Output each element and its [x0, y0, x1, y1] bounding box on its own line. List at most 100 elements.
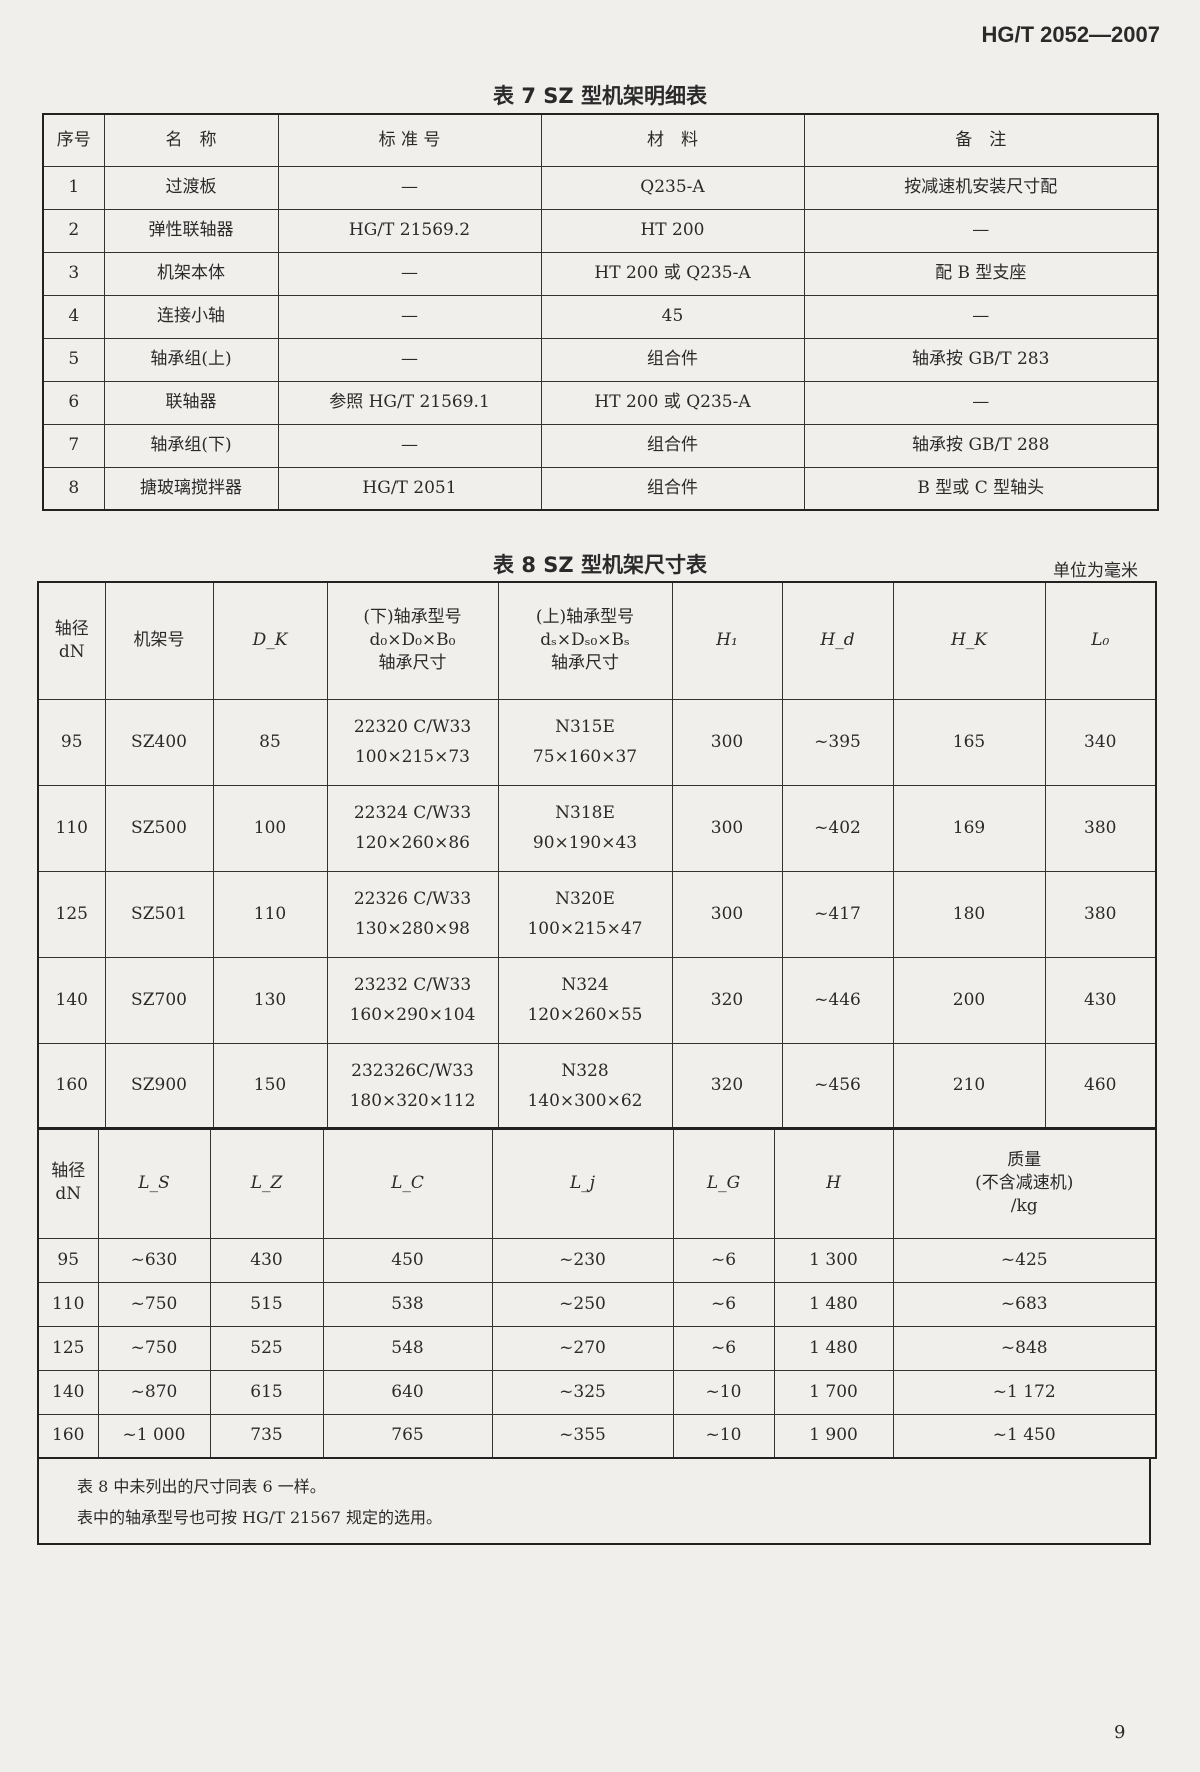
cell-text: L_C [391, 1172, 424, 1193]
table-cell: 连接小轴 [103, 294, 279, 339]
cell-text: 160 [55, 1075, 88, 1096]
table-row: 4 连接小轴 —45— [42, 294, 1159, 339]
table-cell: 3 [42, 251, 105, 296]
table-cell: 165 [892, 698, 1046, 786]
column-header: H₁ [671, 581, 783, 700]
table-row: 95 ~630 430 450 ~230 ~6 1 300 ~425 [37, 1237, 1157, 1283]
table-cell: 轴承组(上) [103, 337, 279, 382]
table-row: 160 SZ900 150 232326C/W33 180×320×112 N328 140… [37, 1042, 1157, 1130]
table-cell: HG/T 21569.2 [277, 208, 542, 253]
column-header: 质量 (不含减速机)/kg [892, 1127, 1157, 1239]
table-cell: ~750 [97, 1325, 211, 1371]
table-cell: ~1 450 [892, 1413, 1157, 1459]
table-row: 125 ~750 525 548 ~270 ~6 1 480 ~848 [37, 1325, 1157, 1371]
cell-text: SZ700 [131, 989, 187, 1010]
table-cell: 7 [42, 423, 105, 468]
table-cell: 95 [37, 1237, 99, 1283]
cell-text: H_K [950, 630, 988, 651]
cell-text: L_Z [250, 1172, 283, 1193]
cell-text: 300 [710, 817, 744, 838]
column-header: H_K [892, 581, 1046, 700]
table-cell: 765 [322, 1413, 493, 1459]
table-cell: 2 [42, 208, 105, 253]
table-cell: ~446 [781, 956, 894, 1044]
cell-text: H₁ [716, 630, 738, 651]
column-header: 序号 [42, 113, 105, 167]
cell-text: L_G [706, 1172, 741, 1193]
cell-text: N324 [561, 975, 609, 995]
cell-text: 110 [55, 817, 88, 838]
cell-text: 120×260×55 [527, 1005, 643, 1025]
table-cell: SZ900 [104, 1042, 214, 1130]
cell-text: 轴承尺寸 [378, 653, 447, 674]
cell-text: dN [55, 1184, 82, 1205]
cell-text: N315E [555, 717, 615, 737]
table-cell: — [277, 294, 542, 339]
table-cell: 1 700 [773, 1369, 894, 1415]
unit-label: 单位为毫米 [1053, 561, 1138, 581]
table-row: 140 ~870 615 640 ~325 ~10 1 700 ~1 172 [37, 1369, 1157, 1415]
cell-text: 95 [60, 731, 83, 752]
cell-text: 210 [952, 1075, 986, 1096]
table-cell: ~355 [491, 1413, 674, 1459]
cell-text: 340 [1084, 731, 1117, 752]
table8-notes: 表 8 中未列出的尺寸同表 6 一样。 表中的轴承型号也可按 HG/T 2156… [37, 1459, 1151, 1545]
column-header: L_S [97, 1127, 211, 1239]
table-cell: 110 [212, 870, 328, 958]
table-cell: 300 [671, 698, 783, 786]
table-cell: 200 [892, 956, 1046, 1044]
column-header: (上)轴承型号 dₛ×Dₛ₀×Bₛ 轴承尺寸 [497, 581, 673, 700]
table-cell: 160 [37, 1042, 106, 1130]
column-header: 轴径 dN [37, 1127, 99, 1239]
cell-text: 90×190×43 [532, 833, 638, 853]
cell-text: ~417 [814, 903, 861, 924]
table-row: 110 SZ500 100 22324 C/W33 120×260×86 N318E 90×… [37, 784, 1157, 872]
cell-text: 300 [710, 903, 744, 924]
column-header: 机架号 [104, 581, 214, 700]
table7-parts-list: 序号名 称标 准 号材 料备 注 1 过渡板 — Q235-A 按减速机安装尺寸配 2 弹性… [42, 113, 1159, 511]
table-cell: 轴承按 GB/T 283 [803, 337, 1159, 382]
table-cell: 95 [37, 698, 106, 786]
cell-text: 430 [1084, 989, 1117, 1010]
cell-text: ~402 [814, 817, 861, 838]
table-cell: 5 [42, 337, 105, 382]
cell-text: 169 [952, 817, 986, 838]
table-cell: ~250 [491, 1281, 674, 1327]
column-header: L_C [322, 1127, 493, 1239]
table-cell: — [277, 337, 542, 382]
table-cell: N318E 90×190×43 [497, 784, 673, 872]
table-cell: B 型或 C 型轴头 [803, 466, 1159, 511]
cell-text: 125 [55, 903, 88, 924]
table-cell: 140 [37, 1369, 99, 1415]
table-cell: ~456 [781, 1042, 894, 1130]
cell-text: 130 [253, 989, 287, 1010]
table-cell: SZ501 [104, 870, 214, 958]
table-cell: 380 [1044, 870, 1157, 958]
table-cell: 8 [42, 466, 105, 511]
column-header: 标 准 号 [277, 113, 542, 167]
table-cell: 735 [209, 1413, 324, 1459]
table-row: 3 机架本体 — HT 200 或 Q235-A 配 B 型支座 [42, 251, 1159, 296]
cell-text: 165 [952, 731, 986, 752]
table-cell: 22324 C/W33 120×260×86 [326, 784, 499, 872]
table-cell: HT 200 或 Q235-A [540, 251, 805, 296]
cell-text: 轴径 [54, 618, 89, 639]
cell-text: N320E [555, 889, 615, 909]
cell-text: SZ400 [131, 731, 187, 752]
cell-text: d₀×D₀×B₀ [369, 630, 456, 651]
cell-text: 23232 C/W33 [353, 975, 472, 995]
table-cell: ~870 [97, 1369, 211, 1415]
cell-text: 320 [710, 1075, 744, 1096]
cell-text: (不含减速机) [975, 1172, 1074, 1193]
column-header: H [773, 1127, 894, 1239]
table-cell: 640 [322, 1369, 493, 1415]
table-cell: 232326C/W33 180×320×112 [326, 1042, 499, 1130]
table-cell: 110 [37, 784, 106, 872]
table-cell: 85 [212, 698, 328, 786]
cell-text: 130×280×98 [354, 919, 470, 939]
cell-text: 150 [253, 1075, 287, 1096]
table-cell: 125 [37, 1325, 99, 1371]
table-cell: ~230 [491, 1237, 674, 1283]
cell-text: 140 [55, 989, 88, 1010]
cell-text: 85 [259, 731, 281, 752]
